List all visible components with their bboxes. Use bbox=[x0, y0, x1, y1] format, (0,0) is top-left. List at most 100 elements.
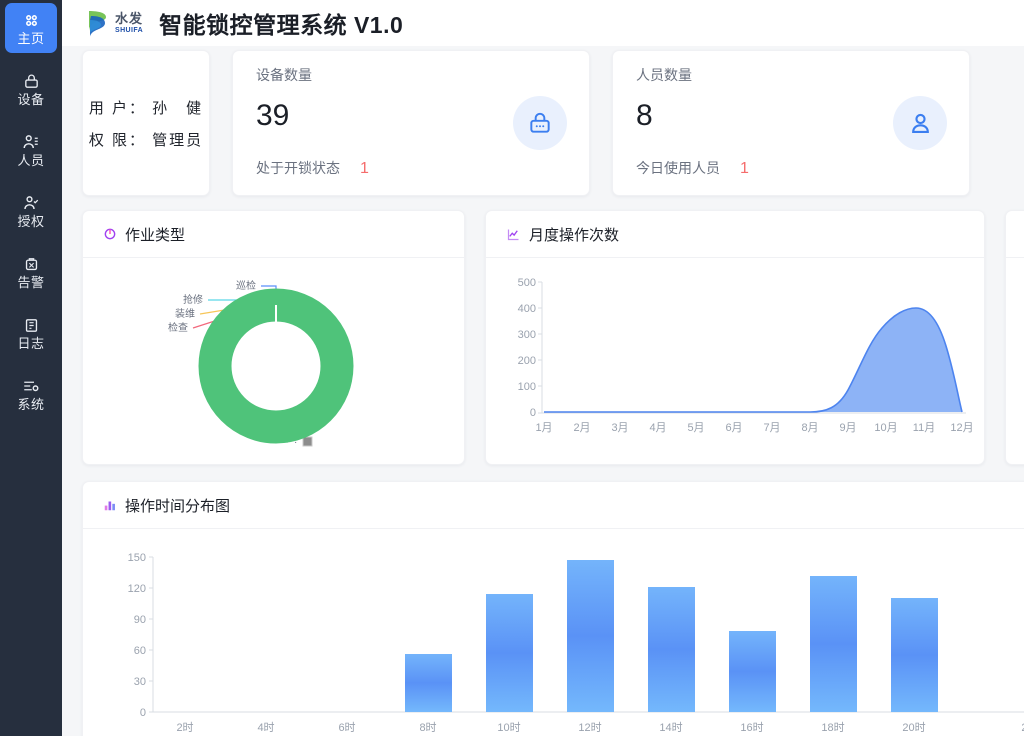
user-role-line: 权 限： 管理员 bbox=[88, 131, 204, 149]
svg-text:1月: 1月 bbox=[535, 422, 552, 434]
card-header: 操作时间分布图 bbox=[83, 482, 1024, 529]
sidebar-item-label: 主页 bbox=[17, 30, 45, 46]
sidebar-item-label: 授权 bbox=[17, 213, 45, 229]
bottom-row: 操作时间分布图 bbox=[82, 481, 1024, 736]
line-chart-icon bbox=[506, 227, 521, 242]
svg-text:11月: 11月 bbox=[913, 422, 935, 434]
user-name-line: 用 户： 孙 健 bbox=[88, 99, 204, 117]
bar-chart-icon bbox=[103, 498, 117, 512]
users-icon bbox=[21, 133, 41, 152]
svg-text:3月: 3月 bbox=[611, 422, 628, 434]
sidebar-item-alarm[interactable]: 告警 bbox=[5, 247, 57, 297]
svg-text:30: 30 bbox=[134, 676, 146, 688]
log-icon bbox=[21, 316, 41, 335]
sidebar: 主页 设备 人员 bbox=[0, 0, 62, 736]
donut-label-2: 装维 bbox=[175, 307, 195, 320]
monthly-ops-card: 月度操作次数 500 400 300 200 10 bbox=[485, 210, 985, 465]
svg-text:150: 150 bbox=[128, 552, 146, 564]
donut-label-4: · bbox=[294, 437, 297, 448]
svg-text:7月: 7月 bbox=[763, 422, 780, 434]
pie-chart-icon bbox=[103, 227, 117, 241]
brand-name-en: SHUIFA bbox=[115, 27, 144, 34]
sidebar-item-label: 系统 bbox=[17, 396, 45, 412]
stat-title: 人员数量 bbox=[636, 67, 692, 83]
svg-text:8月: 8月 bbox=[801, 422, 818, 434]
stat-footer: 处于开锁状态 1 bbox=[256, 158, 369, 178]
svg-text:5月: 5月 bbox=[687, 422, 704, 434]
sidebar-item-authorization[interactable]: 授权 bbox=[5, 186, 57, 236]
page-title: 智能锁控管理系统 V1.0 bbox=[159, 12, 404, 38]
y-axis-ticks: 500 400 300 200 100 0 bbox=[518, 277, 542, 419]
personnel-count-card: 人员数量 8 今日使用人员 1 bbox=[612, 50, 970, 196]
svg-text:8时: 8时 bbox=[419, 721, 436, 734]
device-count-card: 设备数量 39 处于开锁状态 1 bbox=[232, 50, 590, 196]
stat-foot-value: 1 bbox=[360, 160, 369, 177]
svg-text:14时: 14时 bbox=[659, 721, 682, 734]
svg-text:100: 100 bbox=[518, 381, 536, 393]
sidebar-item-personnel[interactable]: 人员 bbox=[5, 125, 57, 175]
monthly-ops-chart: 500 400 300 200 100 0 bbox=[486, 258, 984, 464]
card-header bbox=[1006, 211, 1024, 258]
area-series bbox=[544, 307, 963, 413]
svg-text:10月: 10月 bbox=[874, 422, 897, 434]
svg-text:9月: 9月 bbox=[839, 422, 856, 434]
job-type-card: 作业类型 巡检 抢修 装维 bbox=[82, 210, 465, 465]
sidebar-item-label: 人员 bbox=[17, 152, 45, 168]
sidebar-item-devices[interactable]: 设备 bbox=[5, 64, 57, 114]
card-title: 月度操作次数 bbox=[529, 226, 620, 244]
brand-logo[interactable]: 水发 SHUIFA bbox=[85, 8, 143, 38]
card-title: 操作时间分布图 bbox=[125, 497, 231, 515]
donut-label-0: 巡检 bbox=[236, 279, 256, 292]
stat-value: 39 bbox=[256, 99, 290, 132]
svg-text:22时: 22时 bbox=[1021, 721, 1024, 734]
sidebar-item-home[interactable]: 主页 bbox=[5, 3, 57, 53]
donut-label-3: 检查 bbox=[168, 321, 188, 334]
svg-text:6时: 6时 bbox=[338, 721, 355, 734]
dashboard-content: 用 户： 孙 健 权 限： 管理员 设备数量 39 处于开锁状态 1 bbox=[62, 46, 1024, 736]
stat-row: 用 户： 孙 健 权 限： 管理员 设备数量 39 处于开锁状态 1 bbox=[82, 50, 1024, 196]
svg-text:12时: 12时 bbox=[578, 721, 601, 734]
third-chart-body bbox=[1006, 258, 1024, 464]
brand-text: 水发 SHUIFA bbox=[115, 12, 143, 34]
sidebar-item-label: 告警 bbox=[17, 274, 45, 290]
shuifa-logo-icon bbox=[89, 11, 106, 37]
grid-icon bbox=[21, 11, 41, 30]
time-distribution-card: 操作时间分布图 bbox=[82, 481, 1024, 736]
card-title: 作业类型 bbox=[125, 226, 186, 244]
time-distribution-chart: 150 120 90 60 30 0 bbox=[83, 529, 1024, 736]
svg-text:0: 0 bbox=[140, 707, 146, 719]
sidebar-item-label: 日志 bbox=[17, 335, 45, 351]
user-badge-icon bbox=[893, 96, 947, 150]
x-axis-ticks: 1月 2月 3月 4月 5月 6月 7月 8月 9月 10月 11月 bbox=[535, 422, 973, 434]
y-axis-ticks: 150 120 90 60 30 0 bbox=[128, 552, 153, 719]
stat-footer: 今日使用人员 1 bbox=[636, 158, 749, 178]
sidebar-item-log[interactable]: 日志 bbox=[5, 308, 57, 358]
lock-badge-icon bbox=[513, 96, 567, 150]
svg-text:60: 60 bbox=[134, 645, 146, 657]
bar-series bbox=[405, 560, 938, 712]
svg-text:0: 0 bbox=[530, 407, 536, 419]
stat-value: 8 bbox=[636, 99, 653, 132]
user-info-card: 用 户： 孙 健 权 限： 管理员 bbox=[82, 50, 210, 196]
svg-text:4月: 4月 bbox=[649, 422, 666, 434]
svg-text:500: 500 bbox=[518, 277, 536, 289]
svg-text:2月: 2月 bbox=[573, 422, 590, 434]
settings-icon bbox=[21, 377, 41, 396]
svg-text:90: 90 bbox=[134, 614, 146, 626]
stat-foot-value: 1 bbox=[740, 160, 749, 177]
stat-foot-label: 今日使用人员 bbox=[636, 160, 720, 176]
svg-text:120: 120 bbox=[128, 583, 146, 595]
sidebar-item-system[interactable]: 系统 bbox=[5, 369, 57, 419]
third-chart-card bbox=[1005, 210, 1024, 465]
lock-icon bbox=[21, 72, 41, 91]
chart-row: 作业类型 巡检 抢修 装维 bbox=[82, 210, 1024, 465]
user-check-icon bbox=[21, 194, 41, 213]
svg-text:20时: 20时 bbox=[902, 721, 925, 734]
donut-label-1: 抢修 bbox=[183, 293, 203, 306]
main-area: 水发 SHUIFA 智能锁控管理系统 V1.0 用 户： 孙 健 权 限： 管理… bbox=[62, 0, 1024, 736]
svg-text:6月: 6月 bbox=[725, 422, 742, 434]
alarm-icon bbox=[21, 255, 41, 274]
card-header: 作业类型 bbox=[83, 211, 464, 258]
svg-text:200: 200 bbox=[518, 355, 536, 367]
